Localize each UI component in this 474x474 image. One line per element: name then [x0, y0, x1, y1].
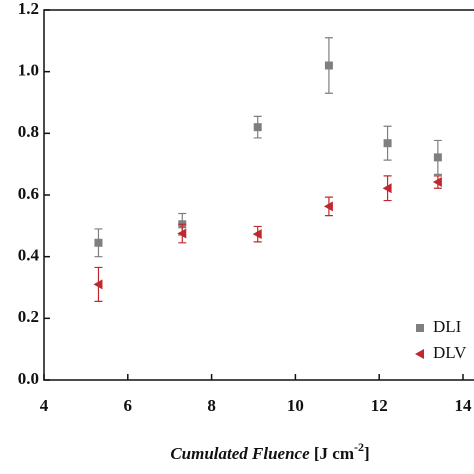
marker [382, 183, 392, 194]
marker [432, 177, 442, 188]
y-tick-label: 0.2 [18, 307, 39, 326]
marker [324, 61, 333, 70]
x-tick-label: 4 [40, 396, 49, 415]
legend-label: DLV [433, 343, 467, 362]
x-label-unit: [J cm [314, 444, 354, 463]
marker [94, 238, 103, 247]
x-label-exponent: -2 [354, 440, 364, 454]
marker [177, 228, 187, 239]
marker [253, 123, 262, 132]
marker [93, 279, 103, 290]
x-axis-label: Cumulated Fluence [J cm-2] [170, 440, 369, 463]
legend-marker [415, 349, 424, 359]
legend-marker [416, 324, 424, 332]
x-tick-label: 6 [124, 396, 133, 415]
marker [323, 201, 333, 212]
plot-frame [43, 9, 474, 381]
x-tick-label: 10 [287, 396, 304, 415]
x-label-text: Cumulated Fluence [170, 444, 310, 463]
marker [252, 229, 262, 240]
x-tick-label: 12 [371, 396, 388, 415]
legend-label: DLI [433, 317, 462, 336]
y-tick-label: 0.4 [18, 246, 40, 265]
x-label-close: ] [364, 444, 370, 463]
y-tick-label: 1.0 [18, 61, 39, 80]
x-tick-label: 8 [207, 396, 216, 415]
y-tick-label: 0.8 [18, 122, 39, 141]
marker [383, 139, 392, 148]
y-tick-label: 1.2 [18, 0, 39, 18]
x-tick-label: 14 [455, 396, 473, 415]
marker [433, 153, 442, 162]
y-tick-label: 0.6 [18, 184, 39, 203]
y-tick-label: 0.0 [18, 369, 39, 388]
